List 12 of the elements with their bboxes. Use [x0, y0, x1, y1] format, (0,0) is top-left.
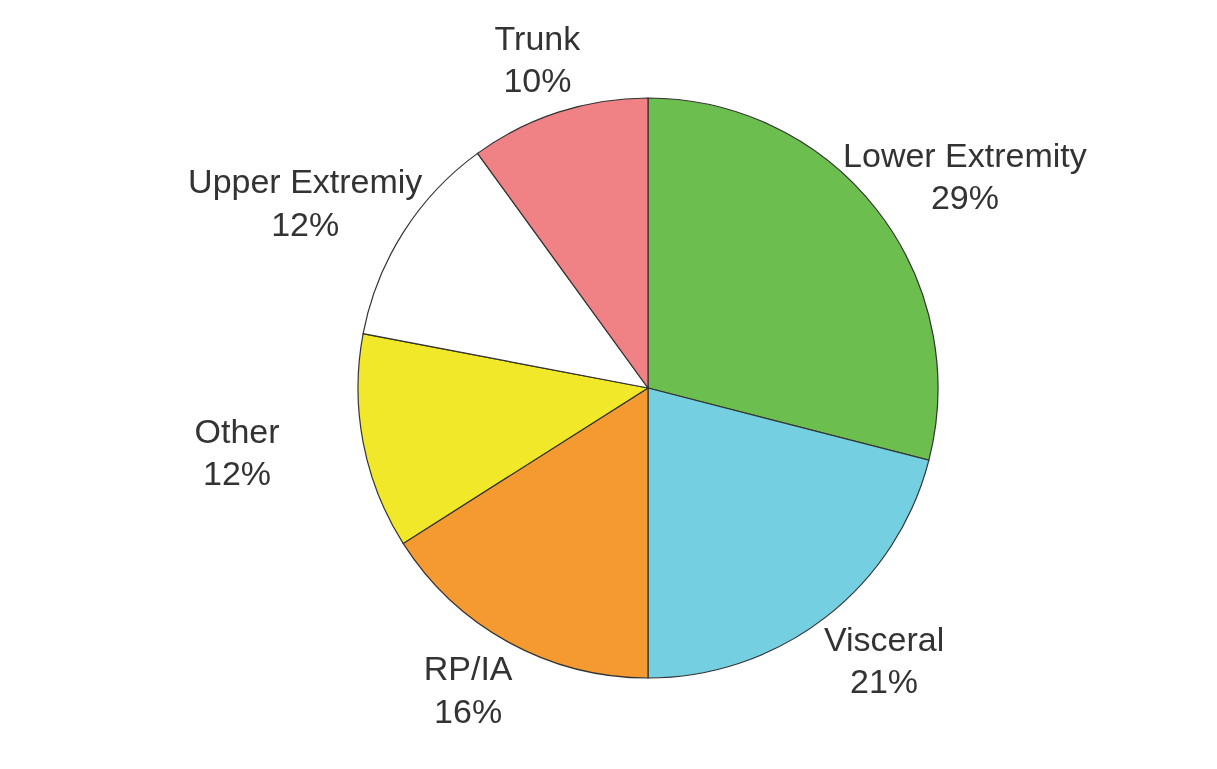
data-label: 21%	[850, 662, 919, 701]
slice-label: Visceral	[823, 619, 945, 658]
slice-label: Trunk	[494, 18, 582, 57]
slice-label: Other	[194, 411, 280, 450]
slice-label: RP/IA	[423, 649, 513, 688]
slice-label: Upper Extremiy	[188, 162, 423, 201]
data-label: 10%	[503, 61, 572, 100]
data-label: 16%	[434, 691, 503, 730]
data-label: 29%	[930, 178, 999, 217]
data-label: 12%	[271, 204, 340, 243]
data-label: 12%	[202, 454, 272, 493]
slice-label: Lower Extremity	[843, 135, 1087, 174]
